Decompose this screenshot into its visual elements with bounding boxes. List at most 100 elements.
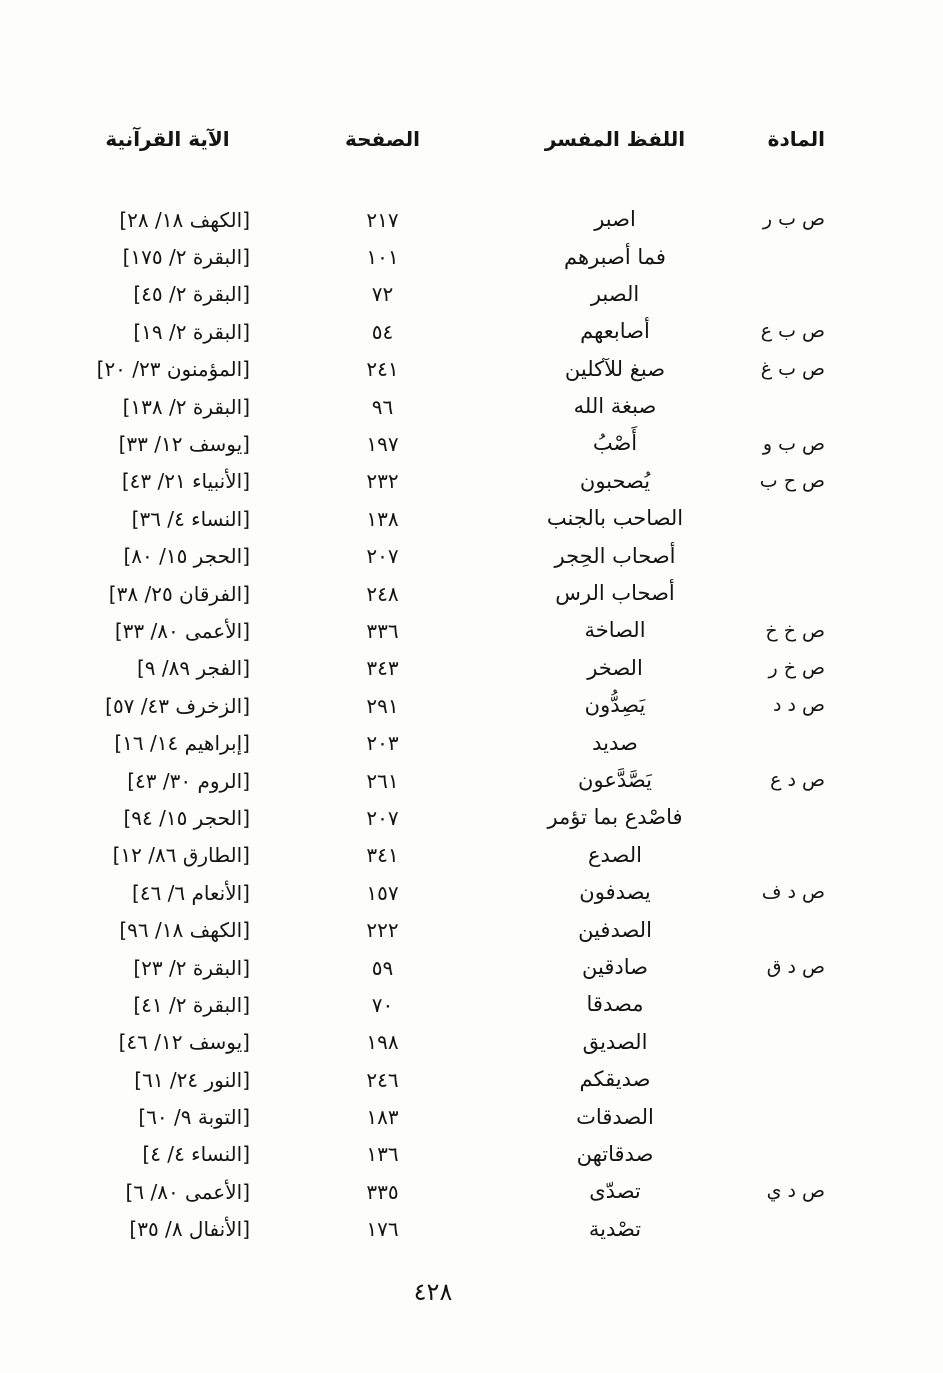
- root-cell: ص د ع: [770, 769, 825, 792]
- verse-citation-cell: [الكهف ١٨/ ٢٨]: [119, 207, 250, 232]
- root-cell: ص د د: [773, 694, 825, 717]
- table-row: مصدقا ٧٠ [البقرة ٢/ ٤١]: [85, 986, 825, 1023]
- table-row: ص ب ع أصابعهم ٥٤ [البقرة ٢/ ١٩]: [85, 313, 825, 350]
- page-number-cell: ٩٦: [371, 394, 394, 419]
- verse-citation-cell: [البقرة ٢/ ١٧٥]: [122, 245, 250, 270]
- verse-citation-cell: [النور ٢٤/ ٦١]: [134, 1067, 250, 1092]
- verse-citation-cell: [الفرقان ٢٥/ ٣٨]: [108, 581, 250, 606]
- root-cell: ص خ ر: [768, 656, 826, 679]
- header-verse-citation: الآية القرآنية: [105, 127, 230, 151]
- page-number-cell: ٣٣٥: [366, 1179, 399, 1204]
- root-cell: ص خ خ: [765, 619, 825, 642]
- term-cell: يَصِدُّون: [584, 693, 646, 718]
- verse-citation-cell: [الطارق ٨٦/ ١٢]: [112, 843, 250, 868]
- table-row: ص ب ر اصبر ٢١٧ [الكهف ١٨/ ٢٨]: [85, 201, 825, 238]
- verse-citation-cell: [البقرة ٢/ ٤٥]: [133, 282, 250, 307]
- table-row: أصحاب الرس ٢٤٨ [الفرقان ٢٥/ ٣٨]: [85, 575, 825, 612]
- term-cell: الصديق: [582, 1029, 648, 1054]
- term-cell: مصدقا: [586, 992, 644, 1017]
- page-number-cell: ١٣٨: [366, 506, 399, 531]
- page-number-cell: ٢٢٢: [366, 918, 399, 943]
- table-row: صديد ٢٠٣ [إبراهيم ١٤/ ١٦]: [85, 724, 825, 761]
- table-row: ص ح ب يُصحبون ٢٣٢ [الأنبياء ٢١/ ٤٣]: [85, 463, 825, 500]
- term-cell: صبغة الله: [573, 394, 657, 419]
- term-cell: فما أصبرهم: [564, 244, 666, 269]
- term-cell: اصبر: [594, 207, 636, 232]
- table-row: فما أصبرهم ١٠١ [البقرة ٢/ ١٧٥]: [85, 238, 825, 275]
- term-cell: صادقين: [582, 954, 648, 979]
- page-number-cell: ٢٠٧: [366, 805, 399, 830]
- table-row: الصدع ٣٤١ [الطارق ٨٦/ ١٢]: [85, 837, 825, 874]
- page-number-cell: ٢٠٣: [366, 731, 399, 756]
- table-row: الصدقات ١٨٣ [التوبة ٩/ ٦٠]: [85, 1098, 825, 1135]
- table-row: ص ب غ صبغ للآكلين ٢٤١ [المؤمنون ٢٣/ ٢٠]: [85, 351, 825, 388]
- term-cell: فاصْدع بما تؤمر: [547, 805, 683, 830]
- page-number-cell: ٣٤١: [366, 843, 399, 868]
- page-number-cell: ١٩٨: [366, 1030, 399, 1055]
- term-cell: الصبر: [590, 281, 640, 306]
- verse-citation-cell: [النساء ٤/ ٣٦]: [131, 506, 250, 531]
- table-row: ص د د يَصِدُّون ٢٩١ [الزخرف ٤٣/ ٥٧]: [85, 687, 825, 724]
- verse-citation-cell: [الحجر ١٥/ ٩٤]: [123, 805, 250, 830]
- verse-citation-cell: [البقرة ٢/ ١٣٨]: [122, 394, 250, 419]
- term-cell: صدقاتهن: [576, 1141, 654, 1166]
- term-cell: تصْدية: [588, 1216, 642, 1241]
- page-number-cell: ٢٤٨: [366, 581, 399, 606]
- table-row: ص خ ر الصخر ٣٤٣ [الفجر ٨٩/ ٩]: [85, 650, 825, 687]
- table-row: ص د ع يَصَّدَّعون ٢٦١ [الروم ٣٠/ ٤٣]: [85, 762, 825, 799]
- term-cell: الصاخة: [584, 618, 646, 643]
- verse-citation-cell: [الفجر ٨٩/ ٩]: [136, 656, 250, 681]
- term-cell: يصدفون: [579, 880, 651, 905]
- term-cell: يَصَّدَّعون: [578, 768, 652, 792]
- term-cell: صبغ للآكلين: [564, 356, 666, 381]
- term-cell: الصدفين: [578, 917, 652, 942]
- header-term: اللفظ المفسر: [544, 127, 686, 151]
- header-material: المادة: [767, 127, 825, 151]
- verse-citation-cell: [البقرة ٢/ ١٩]: [133, 319, 250, 344]
- term-cell: الصدع: [588, 842, 642, 867]
- page-number-cell: ١٨٣: [366, 1105, 399, 1130]
- page-number-cell: ٢٦١: [366, 768, 399, 793]
- page-number-cell: ٢٤١: [366, 357, 399, 382]
- table-row: ص ب و أَصْبُ ١٩٧ [يوسف ١٢/ ٣٣]: [85, 425, 825, 462]
- term-cell: الصخر: [587, 655, 643, 680]
- page-number-cell: ٣٤٣: [366, 656, 399, 681]
- table-row: صدقاتهن ١٣٦ [النساء ٤/ ٤]: [85, 1136, 825, 1173]
- term-cell: الصدقات: [576, 1104, 654, 1129]
- verse-citation-cell: [البقرة ٢/ ٤١]: [133, 992, 250, 1017]
- term-cell: أصحاب الرس: [555, 581, 675, 606]
- term-cell: أَصْبُ: [592, 431, 638, 456]
- table-row: تصْدية ١٧٦ [الأنفال ٨/ ٣٥]: [85, 1211, 825, 1248]
- verse-citation-cell: [التوبة ٩/ ٦٠]: [138, 1105, 250, 1130]
- page-number-cell: ٢١٧: [366, 207, 399, 232]
- term-cell: يُصحبون: [579, 468, 651, 493]
- table-row: ص د ي تصدّى ٣٣٥ [الأعمى ٨٠/ ٦]: [85, 1173, 825, 1210]
- verse-citation-cell: [الزخرف ٤٣/ ٥٧]: [105, 693, 250, 718]
- root-cell: ص د ي: [766, 1180, 825, 1203]
- verse-citation-cell: [الأنعام ٦/ ٤٦]: [132, 880, 250, 905]
- verse-citation-cell: [إبراهيم ١٤/ ١٦]: [114, 731, 250, 756]
- verse-citation-cell: [النساء ٤/ ٤]: [142, 1142, 250, 1167]
- verse-citation-cell: [المؤمنون ٢٣/ ٢٠]: [96, 357, 250, 382]
- page-number-cell: ٥٤: [371, 319, 394, 344]
- page-number-cell: ١٩٧: [366, 432, 399, 457]
- root-cell: ص ب ر: [762, 208, 825, 231]
- verse-citation-cell: [الكهف ١٨/ ٩٦]: [119, 918, 250, 943]
- root-cell: ص ب غ: [760, 357, 825, 380]
- page-number-cell: ٢٣٢: [366, 469, 399, 494]
- page-number-cell: ٢٤٦: [366, 1067, 399, 1092]
- verse-citation-cell: [الروم ٣٠/ ٤٣]: [127, 768, 250, 793]
- root-cell: ص د ف: [761, 881, 825, 904]
- index-table-header: المادة اللفظ المفسر الصفحة الآية القرآني…: [85, 123, 825, 155]
- verse-citation-cell: [البقرة ٢/ ٢٣]: [133, 955, 250, 980]
- verse-citation-cell: [الأنبياء ٢١/ ٤٣]: [121, 469, 250, 494]
- term-cell: أصابعهم: [580, 319, 650, 344]
- folio-page-number: ٤٢٨: [413, 1278, 453, 1306]
- page-number-cell: ١٠١: [366, 245, 399, 270]
- page-number-cell: ٧٢: [371, 282, 394, 307]
- verse-citation-cell: [الأنفال ٨/ ٣٥]: [129, 1217, 250, 1242]
- verse-citation-cell: [الأعمى ٨٠/ ٦]: [125, 1179, 250, 1204]
- term-cell: صديقكم: [579, 1067, 651, 1092]
- header-page: الصفحة: [344, 127, 420, 151]
